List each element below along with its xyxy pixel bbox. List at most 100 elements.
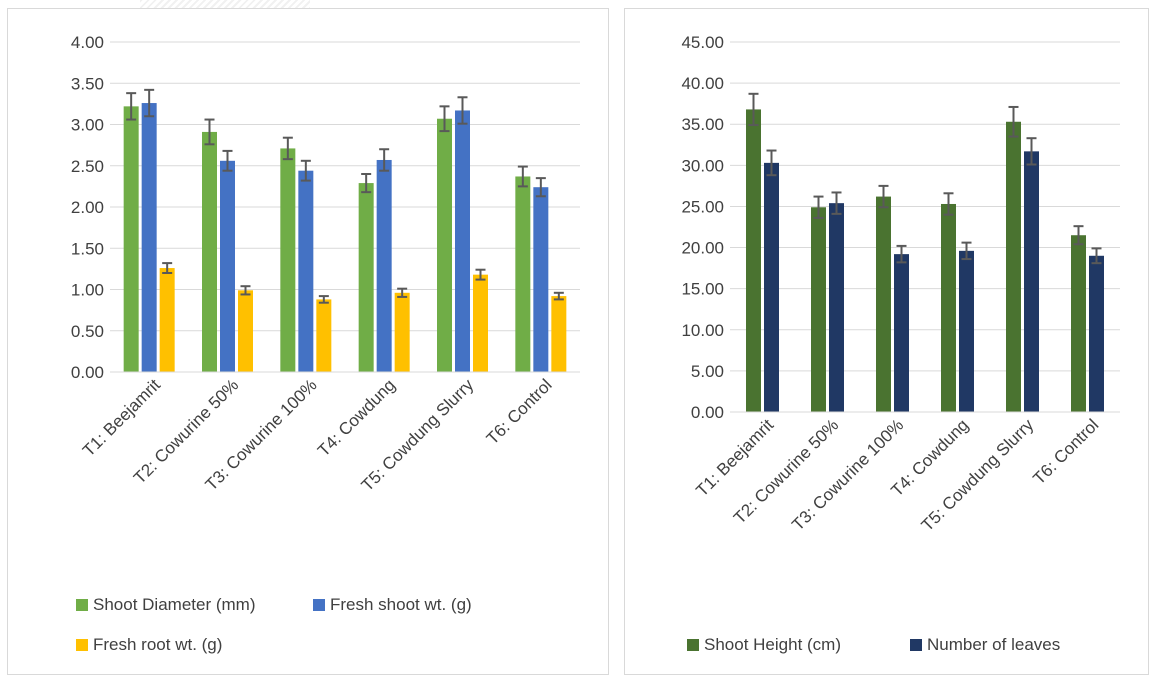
y-tick-label: 45.00 (681, 33, 724, 52)
y-tick-label: 2.50 (71, 157, 104, 176)
bar-shoot-height-cm-6 (1071, 235, 1086, 412)
chart-panel-right: 0.00 5.00 10.00 15.00 20.00 25.00 30.00 35.00 40… (624, 8, 1149, 675)
bar-number-of-leaves-4 (959, 250, 974, 412)
bar-shoot-diameter-mm-5 (437, 118, 452, 372)
bar-fresh-root-wt-g-6 (551, 296, 567, 372)
y-tick-label: 25.00 (681, 197, 724, 216)
error-bar-fresh-shoot-wt-g-3 (300, 159, 311, 182)
bar-fresh-root-wt-g-1 (159, 268, 175, 372)
error-bar-shoot-height-cm-2 (813, 195, 824, 219)
legend-swatch-fresh-shoot-wt (313, 599, 325, 611)
error-bar-fresh-root-wt-g-1 (162, 262, 173, 274)
bar-shoot-diameter-mm-3 (280, 148, 296, 372)
chart-left-legend: Shoot Diameter (mm) Fresh shoot wt. (g) … (8, 9, 610, 676)
bar-fresh-shoot-wt-g-6 (533, 187, 549, 372)
error-bar-shoot-height-cm-3 (878, 184, 889, 209)
chart-right-legend: Shoot Height (cm) Number of leaves (625, 9, 1149, 676)
y-tick-label: 0.00 (71, 363, 104, 382)
y-tick-label: 0.50 (71, 322, 104, 341)
legend-swatch-fresh-root-wt (76, 639, 88, 651)
y-tick-label: 1.50 (71, 239, 104, 258)
y-tick-label: 5.00 (691, 362, 724, 381)
legend-item-number-of-leaves: Number of leaves (910, 635, 1060, 655)
bar-number-of-leaves-1 (764, 162, 779, 412)
y-tick-label: 3.50 (71, 74, 104, 93)
legend-label-shoot-height: Shoot Height (cm) (704, 635, 841, 654)
y-tick-label: 40.00 (681, 74, 724, 93)
bar-number-of-leaves-6 (1089, 255, 1104, 412)
error-bar-fresh-shoot-wt-g-6 (535, 177, 546, 198)
y-tick-label: 3.00 (71, 116, 104, 135)
error-bar-shoot-height-cm-6 (1073, 225, 1084, 246)
y-tick-label: 30.00 (681, 156, 724, 175)
bar-number-of-leaves-2 (829, 203, 844, 412)
legend-item-shoot-height: Shoot Height (cm) (687, 635, 841, 655)
y-tick-label: 1.00 (71, 281, 104, 300)
y-tick-label: 20.00 (681, 239, 724, 258)
legend-item-fresh-root-wt: Fresh root wt. (g) (76, 635, 222, 655)
bar-shoot-diameter-mm-4 (358, 183, 374, 372)
bar-shoot-diameter-mm-2 (202, 131, 217, 372)
bar-number-of-leaves-3 (894, 254, 909, 412)
error-bar-fresh-root-wt-g-3 (318, 295, 329, 304)
legend-swatch-number-of-leaves (910, 639, 922, 651)
chart-left-plot: 0.000.501.001.502.002.503.003.504.00T1: … (71, 33, 580, 495)
bar-shoot-height-cm-4 (941, 203, 956, 412)
bar-number-of-leaves-5 (1024, 151, 1039, 412)
error-bar-number-of-leaves-1 (766, 149, 777, 177)
error-bar-fresh-root-wt-g-4 (397, 287, 408, 298)
bar-shoot-height-cm-1 (746, 109, 761, 412)
error-bar-number-of-leaves-4 (961, 241, 972, 261)
bar-fresh-root-wt-g-4 (394, 292, 410, 372)
bar-fresh-root-wt-g-3 (316, 299, 332, 372)
chart-panel-left: 0.00 0.50 1.00 1.50 2.00 2.50 3.00 3.50 4.00 T1: … (7, 8, 609, 675)
legend-label-fresh-shoot-wt: Fresh shoot wt. (g) (330, 595, 472, 614)
y-tick-label: 4.00 (71, 33, 104, 52)
bar-shoot-height-cm-5 (1006, 121, 1021, 412)
error-bar-number-of-leaves-2 (831, 191, 842, 215)
error-bar-shoot-diameter-mm-2 (204, 118, 215, 146)
error-bar-number-of-leaves-6 (1091, 247, 1102, 265)
error-bar-fresh-shoot-wt-g-1 (144, 88, 155, 118)
legend-swatch-shoot-diameter (76, 599, 88, 611)
error-bar-fresh-shoot-wt-g-2 (222, 149, 233, 172)
bar-fresh-shoot-wt-g-1 (141, 103, 157, 373)
bar-fresh-shoot-wt-g-4 (376, 159, 392, 372)
legend-swatch-shoot-height (687, 639, 699, 651)
error-bar-shoot-diameter-mm-1 (126, 92, 137, 121)
legend-label-shoot-diameter: Shoot Diameter (mm) (93, 595, 256, 614)
error-bar-number-of-leaves-3 (896, 244, 907, 264)
y-tick-label: 0.00 (691, 403, 724, 422)
bar-fresh-root-wt-g-5 (473, 274, 488, 372)
bar-shoot-height-cm-3 (876, 196, 891, 412)
error-bar-fresh-shoot-wt-g-4 (379, 148, 390, 172)
y-tick-label: 2.00 (71, 198, 104, 217)
y-tick-label: 15.00 (681, 280, 724, 299)
y-tick-label: 10.00 (681, 321, 724, 340)
error-bar-shoot-height-cm-4 (943, 192, 954, 216)
bar-shoot-diameter-mm-6 (515, 176, 531, 372)
legend-item-shoot-diameter: Shoot Diameter (mm) (76, 595, 255, 615)
bar-fresh-shoot-wt-g-2 (220, 160, 235, 372)
error-bar-fresh-root-wt-g-5 (475, 268, 486, 281)
error-bar-shoot-diameter-mm-5 (439, 105, 450, 133)
error-bar-fresh-root-wt-g-2 (240, 285, 251, 296)
legend-item-fresh-shoot-wt: Fresh shoot wt. (g) (313, 595, 472, 615)
bar-fresh-shoot-wt-g-3 (298, 170, 314, 372)
bar-fresh-shoot-wt-g-5 (455, 110, 470, 372)
error-bar-fresh-shoot-wt-g-5 (457, 96, 468, 125)
y-tick-label: 35.00 (681, 115, 724, 134)
error-bar-number-of-leaves-5 (1026, 137, 1037, 166)
bar-shoot-diameter-mm-1 (123, 106, 139, 372)
error-bar-shoot-diameter-mm-4 (361, 173, 372, 194)
error-bar-shoot-height-cm-5 (1008, 105, 1019, 138)
error-bar-shoot-height-cm-1 (748, 92, 759, 127)
bar-shoot-height-cm-2 (811, 207, 826, 412)
legend-label-fresh-root-wt: Fresh root wt. (g) (93, 635, 223, 654)
legend-label-number-of-leaves: Number of leaves (927, 635, 1061, 654)
chart-right-plot: 0.00 5.00 10.00 15.00 20.00 25.00 30.00 35.00 40… (681, 33, 1120, 535)
error-bar-shoot-diameter-mm-6 (517, 165, 528, 188)
error-bar-fresh-root-wt-g-6 (553, 291, 564, 301)
error-bar-shoot-diameter-mm-3 (282, 136, 293, 161)
bar-fresh-root-wt-g-2 (238, 290, 253, 372)
